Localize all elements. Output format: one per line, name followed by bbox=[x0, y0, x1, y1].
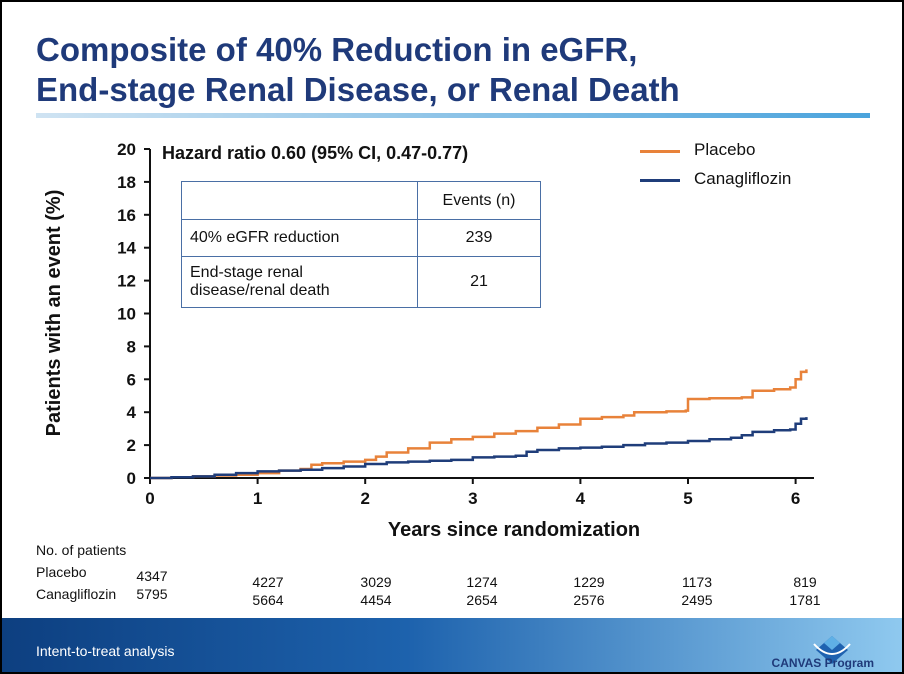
chart-series bbox=[150, 369, 808, 480]
events-row-value: 239 bbox=[417, 219, 541, 257]
legend-label: Placebo bbox=[694, 140, 756, 159]
title-line-1: Composite of 40% Reduction in eGFR, bbox=[36, 31, 638, 68]
y-tick-label: 20 bbox=[117, 140, 136, 159]
events-row-value: 21 bbox=[417, 256, 541, 308]
title-underline bbox=[36, 113, 870, 118]
y-tick-label: 10 bbox=[117, 305, 136, 324]
hazard-ratio-text: Hazard ratio 0.60 (95% CI, 0.47-0.77) bbox=[162, 143, 469, 163]
x-tick-label: 0 bbox=[145, 489, 154, 508]
x-tick-label: 2 bbox=[360, 489, 369, 508]
events-table-header-row: Events (n) bbox=[181, 181, 541, 220]
table-row: End-stage renal disease/renal death 21 bbox=[181, 256, 541, 308]
y-tick-label: 4 bbox=[127, 403, 137, 422]
x-tick-label: 5 bbox=[683, 489, 692, 508]
events-row-label: 40% eGFR reduction bbox=[181, 219, 418, 257]
y-tick-label: 6 bbox=[127, 370, 136, 389]
footer-text: Intent-to-treat analysis bbox=[36, 643, 175, 659]
logo-text: CANVAS Program bbox=[771, 656, 874, 670]
y-tick-label: 12 bbox=[117, 272, 136, 291]
events-row-label: End-stage renal disease/renal death bbox=[181, 256, 418, 308]
events-table-header: Events (n) bbox=[417, 181, 541, 220]
series-line-canagliflozin bbox=[150, 417, 808, 480]
x-tick-label: 4 bbox=[576, 489, 586, 508]
y-tick-label: 8 bbox=[127, 337, 136, 356]
y-tick-label: 0 bbox=[127, 469, 136, 488]
y-tick-label: 18 bbox=[117, 173, 136, 192]
x-tick-label: 3 bbox=[468, 489, 477, 508]
events-table: Events (n) 40% eGFR reduction 239 End-st… bbox=[181, 181, 541, 308]
canvas-logo-icon bbox=[813, 636, 851, 664]
y-tick-label: 2 bbox=[127, 436, 136, 455]
footer-bar: Intent-to-treat analysis CANVAS Program bbox=[2, 618, 902, 672]
legend-label: Canagliflozin bbox=[694, 169, 792, 188]
events-table-empty-cell bbox=[181, 181, 418, 220]
y-tick-label: 14 bbox=[117, 239, 136, 258]
y-tick-label: 16 bbox=[117, 206, 136, 225]
slide-title: Composite of 40% Reduction in eGFR, End-… bbox=[36, 30, 876, 110]
x-axis-title: Years since randomization bbox=[388, 519, 640, 541]
x-tick-label: 6 bbox=[791, 489, 800, 508]
legend-line-canagliflozin bbox=[640, 179, 680, 182]
table-row: 40% eGFR reduction 239 bbox=[181, 219, 541, 257]
x-tick-label: 1 bbox=[253, 489, 262, 508]
title-line-2: End-stage Renal Disease, or Renal Death bbox=[36, 71, 680, 108]
y-axis-title: Patients with an event (%) bbox=[43, 190, 65, 437]
legend-line-placebo bbox=[640, 150, 680, 153]
series-line-placebo bbox=[150, 369, 808, 480]
